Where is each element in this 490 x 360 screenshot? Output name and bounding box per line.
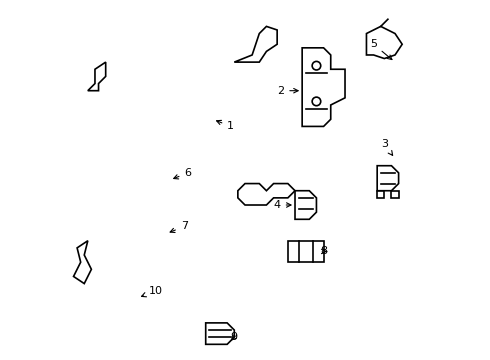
Text: 7: 7 — [170, 221, 188, 233]
Polygon shape — [302, 48, 345, 126]
Polygon shape — [377, 191, 384, 198]
Polygon shape — [238, 184, 295, 205]
Polygon shape — [295, 191, 317, 219]
Text: 4: 4 — [273, 200, 291, 210]
Polygon shape — [74, 241, 92, 284]
Polygon shape — [234, 26, 277, 62]
Polygon shape — [392, 191, 398, 198]
Text: 10: 10 — [142, 286, 163, 297]
Text: 3: 3 — [381, 139, 392, 156]
Text: 1: 1 — [217, 120, 234, 131]
Polygon shape — [0, 0, 31, 146]
Text: 9: 9 — [231, 332, 238, 342]
Polygon shape — [367, 26, 402, 59]
Text: 5: 5 — [370, 39, 392, 59]
Text: 8: 8 — [320, 247, 327, 256]
Polygon shape — [206, 323, 234, 344]
Text: 2: 2 — [277, 86, 298, 96]
Polygon shape — [88, 62, 106, 91]
Polygon shape — [377, 166, 398, 191]
Polygon shape — [288, 241, 323, 262]
Text: 6: 6 — [174, 168, 191, 179]
